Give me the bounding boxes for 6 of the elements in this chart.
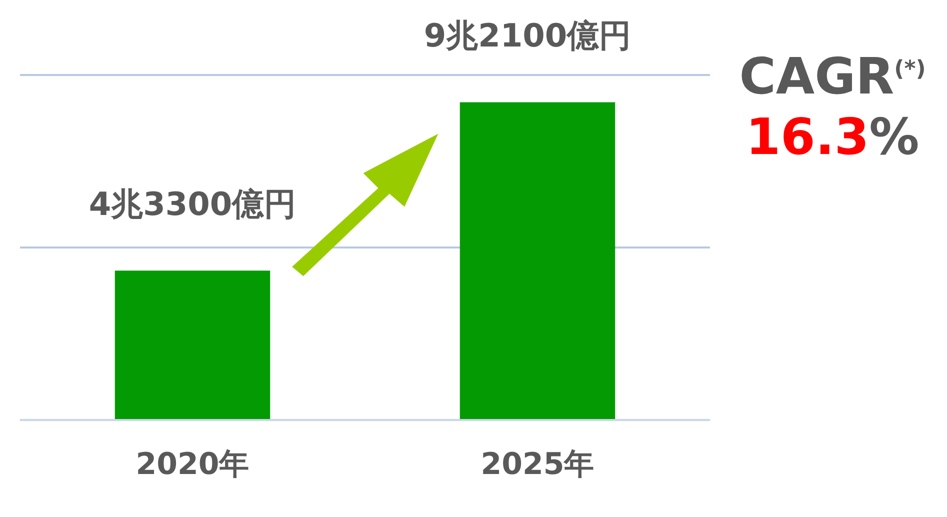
x-tick-label: 2025年	[480, 446, 594, 482]
data-label: 4兆3300億円	[88, 184, 296, 223]
text: 16.3%	[746, 108, 920, 166]
data-label: 9兆2100億円	[424, 16, 632, 55]
text: CAGR$^{(*)}$	[738, 46, 927, 107]
x-tick-label: 2020年	[136, 446, 250, 482]
